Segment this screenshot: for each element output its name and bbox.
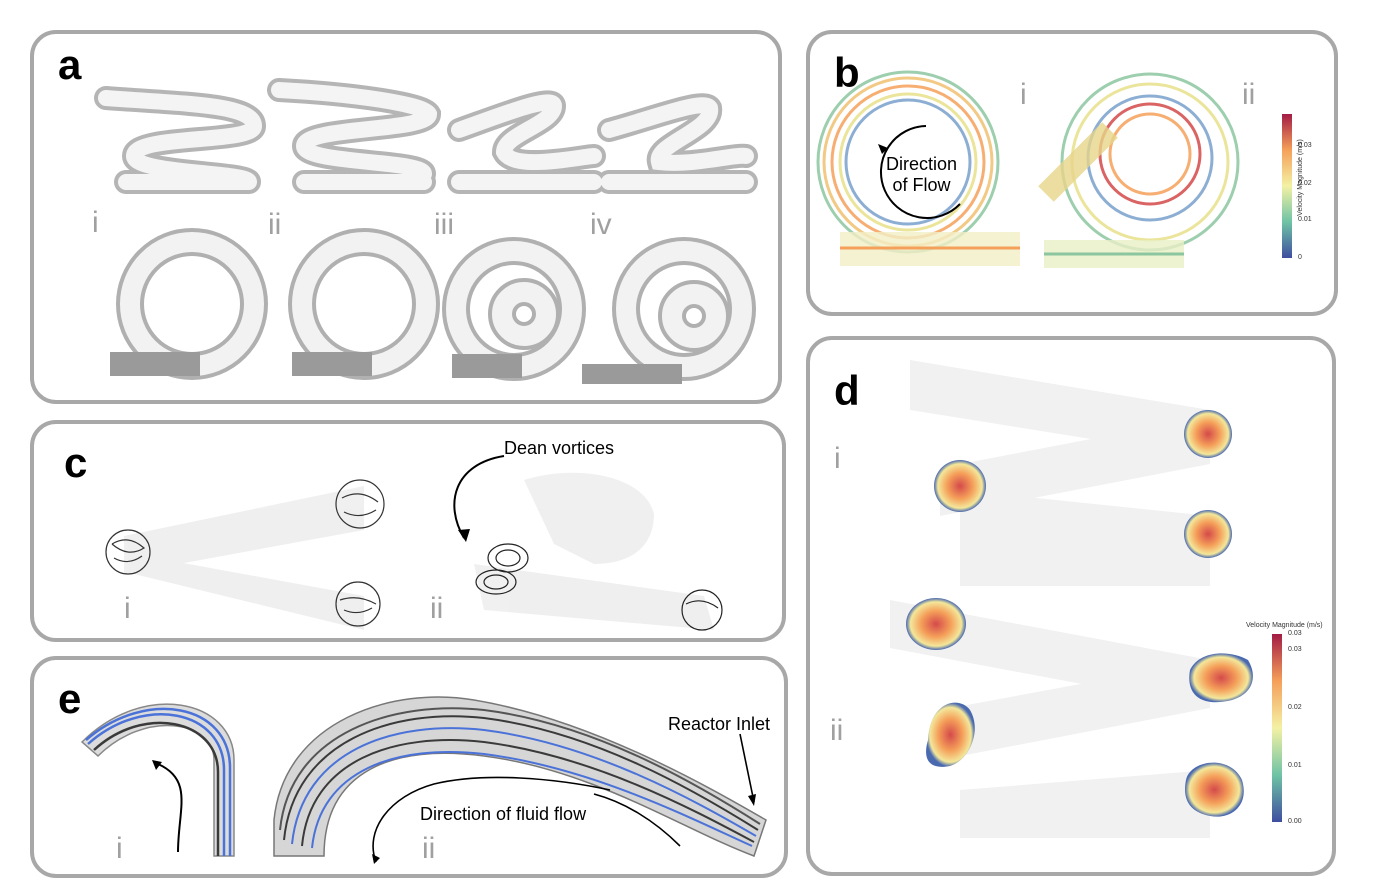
panel-d: d i ii Veloci xyxy=(806,336,1336,876)
panel-b-sub-i: i xyxy=(1020,78,1027,111)
panel-d-sub-i: i xyxy=(834,442,841,475)
panel-d-cross-sections xyxy=(890,360,1282,838)
panel-d-cb-tick-3: 0.01 xyxy=(1288,762,1302,769)
panel-b-direction-label: Direction of Flow xyxy=(886,154,958,195)
panel-a-sub-ii: ii xyxy=(268,208,282,241)
panel-c-vortex-illustration xyxy=(105,455,723,631)
panel-d-cb-title: Velocity Magnitude (m/s) xyxy=(1246,622,1323,629)
panel-a-label: a xyxy=(58,41,82,88)
panel-c-label: c xyxy=(64,439,88,486)
panel-b: b Direction xyxy=(806,30,1338,316)
panel-c-sub-ii: ii xyxy=(430,592,444,625)
panel-d-cb-tick-1: 0.03 xyxy=(1288,646,1302,653)
panel-c: c Dean vortices i ii xyxy=(30,420,786,642)
panel-a-sub-iii: iii xyxy=(434,208,454,241)
panel-d-label: d xyxy=(834,367,860,414)
panel-d-sub-ii: ii xyxy=(830,714,844,747)
panel-b-streamline-plots xyxy=(816,70,1292,268)
panel-a: a xyxy=(30,30,782,404)
panel-b-sub-ii: ii xyxy=(1242,78,1256,111)
panel-d-cb-tick-2: 0.02 xyxy=(1288,704,1302,711)
panel-e-bend-streamlines xyxy=(80,696,767,864)
panel-e-label: e xyxy=(58,675,82,722)
panel-b-cb-tick-1: 0.02 xyxy=(1298,180,1312,187)
panel-b-label: b xyxy=(834,49,860,96)
panel-e: e Reactor Inlet Direction of fluid flow … xyxy=(30,656,788,878)
panel-c-sub-i: i xyxy=(124,592,131,625)
panel-a-sub-i: i xyxy=(92,206,99,239)
panel-e-sub-ii: ii xyxy=(422,832,436,865)
panel-e-flow-direction-label: Direction of fluid flow xyxy=(420,804,587,824)
panel-e-sub-i: i xyxy=(116,832,123,865)
panel-b-cb-tick-0: 0.03 xyxy=(1298,142,1312,149)
panel-d-cb-tick-0: 0.03 xyxy=(1288,630,1302,637)
panel-d-cb-tick-4: 0.00 xyxy=(1288,818,1302,825)
panel-b-cb-title: Velocity Magnitude (m/s) xyxy=(1296,139,1304,216)
panel-a-sub-iv: iv xyxy=(590,208,612,241)
panel-e-reactor-inlet-label: Reactor Inlet xyxy=(668,714,771,734)
panel-b-cb-tick-2: 0.01 xyxy=(1298,216,1312,223)
panel-b-cb-tick-3: 0 xyxy=(1298,254,1302,261)
panel-a-coils-illustration xyxy=(94,78,758,384)
panel-c-dean-vortices-label: Dean vortices xyxy=(504,438,615,458)
